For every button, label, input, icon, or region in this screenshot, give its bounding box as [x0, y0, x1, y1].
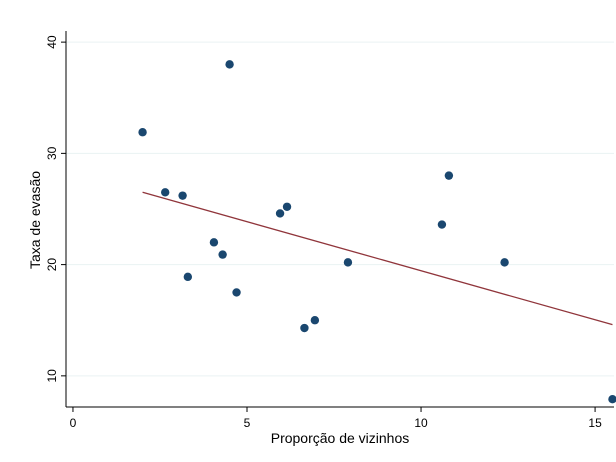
data-point — [310, 316, 320, 325]
data-point — [178, 191, 187, 200]
data-point — [343, 258, 353, 267]
data-point — [282, 202, 292, 211]
data-point — [444, 171, 454, 180]
data-point — [608, 395, 616, 404]
y-axis-label: Taxa de evasão — [27, 171, 43, 269]
y-tick-label: 10 — [45, 369, 59, 383]
fit-line-layer — [142, 191, 613, 326]
x-tick-label: 0 — [70, 416, 77, 430]
data-point — [209, 238, 219, 247]
fit-line — [142, 191, 613, 326]
x-tick-label: 5 — [244, 416, 251, 430]
data-point — [161, 188, 170, 197]
data-point — [232, 288, 241, 297]
data-point — [275, 209, 285, 218]
axes: 10 20 30 40 0 5 10 15 — [45, 31, 614, 430]
y-tick-label: 20 — [45, 258, 59, 272]
x-tick-label: 10 — [414, 416, 428, 430]
plot-background — [10, 12, 614, 454]
points-layer — [138, 60, 616, 404]
x-axis-label: Proporção de vizinhos — [271, 430, 410, 446]
data-point — [138, 128, 147, 137]
data-point — [218, 250, 227, 259]
y-tick-label: 30 — [45, 146, 59, 160]
data-point — [300, 323, 309, 333]
data-point — [183, 272, 193, 282]
grid-lines — [66, 41, 614, 377]
y-tick-label: 40 — [45, 35, 59, 49]
data-point — [500, 258, 509, 267]
data-point — [437, 220, 447, 229]
data-point — [225, 60, 234, 69]
x-tick-label: 15 — [588, 416, 602, 430]
